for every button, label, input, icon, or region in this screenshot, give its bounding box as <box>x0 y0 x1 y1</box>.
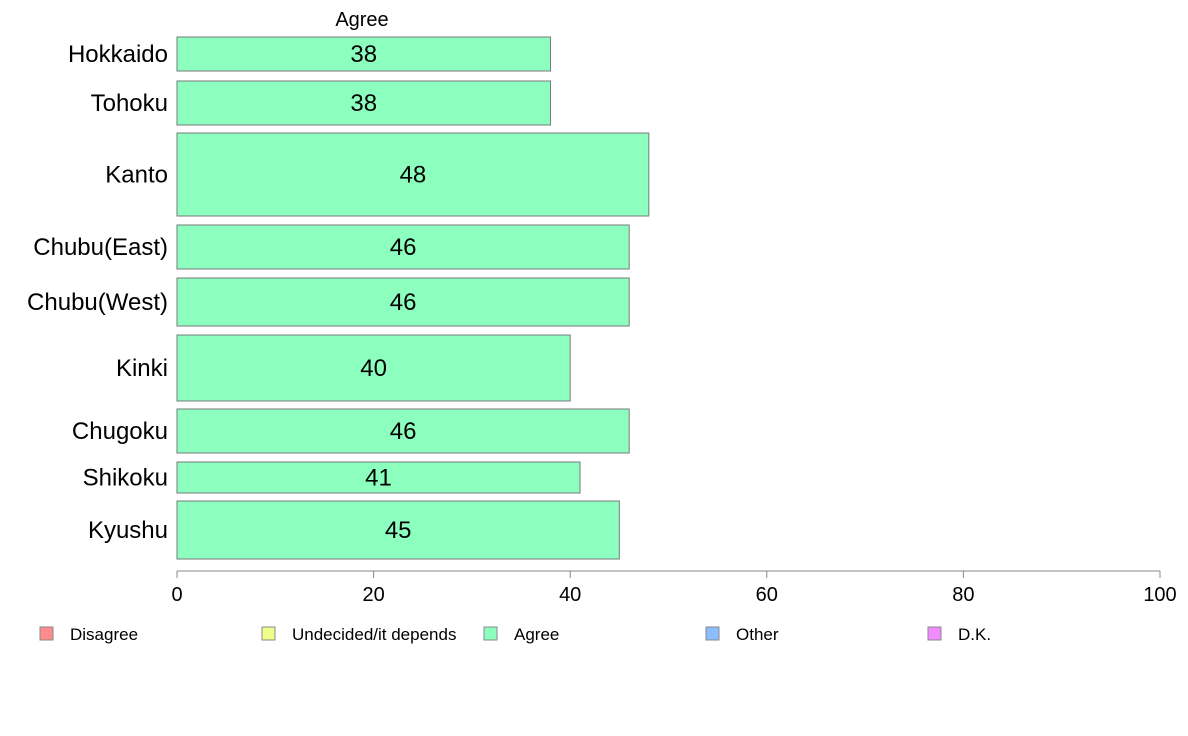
bars-group: Hokkaido 38 Tohoku 38 Kanto 48 Chubu(East) 46 Ch… <box>27 36 650 560</box>
bar-chubu-west- <box>176 277 630 327</box>
legend-swatch <box>483 626 498 641</box>
column-header: Agree <box>335 9 388 31</box>
x-tick-label: 60 <box>756 584 778 606</box>
bar-hokkaido <box>176 36 552 72</box>
legend: Disagree Undecided/it depends Agree Other D.… <box>39 625 991 644</box>
bar-value-label: 40 <box>360 355 387 382</box>
category-label: Hokkaido <box>68 41 168 68</box>
category-label: Kinki <box>116 355 168 382</box>
x-tick-label: 0 <box>171 584 182 606</box>
legend-label: Disagree <box>70 625 138 644</box>
bar-shikoku <box>176 461 581 494</box>
category-label: Chubu(East) <box>33 234 168 261</box>
bar-chubu-east- <box>176 224 630 270</box>
legend-swatch <box>927 626 942 641</box>
legend-label: D.K. <box>958 625 991 644</box>
x-axis: 0 20 40 60 80 100 <box>171 570 1177 606</box>
category-label: Tohoku <box>91 90 168 117</box>
bar-value-label: 38 <box>350 41 377 68</box>
x-tick-label: 80 <box>952 584 974 606</box>
category-label: Shikoku <box>83 465 168 492</box>
bar-tohoku <box>176 80 552 126</box>
bar-value-label: 38 <box>350 90 377 117</box>
legend-label: Other <box>736 625 779 644</box>
category-label: Kyushu <box>88 517 168 544</box>
legend-swatch <box>39 626 54 641</box>
bar-value-label: 46 <box>390 418 417 445</box>
legend-label: Agree <box>514 625 559 644</box>
bar-value-label: 45 <box>385 517 412 544</box>
bar-kinki <box>176 334 571 402</box>
bar-chugoku <box>176 408 630 454</box>
category-label: Kanto <box>105 162 168 189</box>
bar-value-label: 48 <box>400 162 427 189</box>
bar-kyushu <box>176 500 620 560</box>
x-tick-label: 40 <box>559 584 581 606</box>
bar-value-label: 46 <box>390 289 417 316</box>
legend-label: Undecided/it depends <box>292 625 456 644</box>
x-tick-label: 100 <box>1143 584 1176 606</box>
legend-swatch <box>705 626 720 641</box>
bar-value-label: 41 <box>365 465 392 492</box>
bar-kanto <box>176 132 650 217</box>
legend-swatch <box>261 626 276 641</box>
bar-value-label: 46 <box>390 234 417 261</box>
x-tick-label: 20 <box>362 584 384 606</box>
category-label: Chugoku <box>72 418 168 445</box>
category-label: Chubu(West) <box>27 289 168 316</box>
